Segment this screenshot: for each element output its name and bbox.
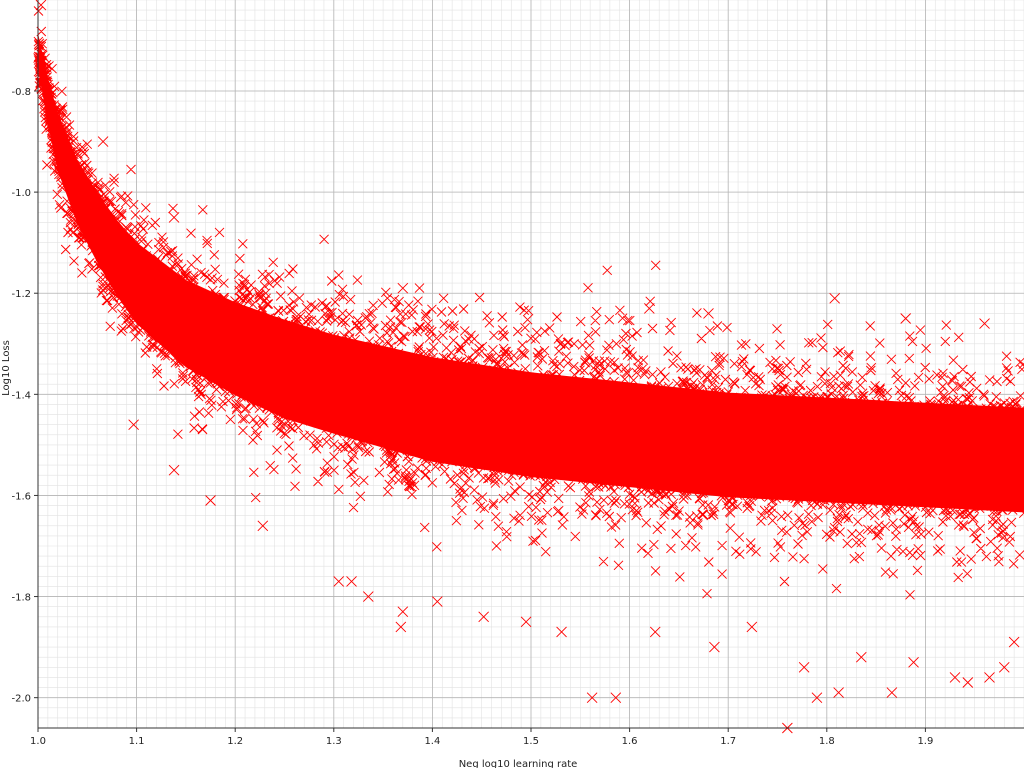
scatter-point: [644, 303, 655, 314]
scatter-point: [811, 692, 823, 703]
scatter-point: [949, 672, 961, 683]
x-tick-label: 1.4: [424, 736, 440, 747]
x-tick-label: 1.7: [720, 736, 736, 747]
scatter-point: [478, 611, 489, 623]
scatter-point: [798, 662, 810, 673]
scatter-density-core: [38, 33, 1024, 513]
x-tick-label: 1.3: [326, 736, 342, 747]
scatter-point: [1008, 636, 1020, 648]
scatter-point: [855, 651, 867, 663]
scatter-point: [168, 212, 180, 223]
x-tick-labels: 1.0 1.1 1.2 1.3 1.4 1.5 1.6 1.7 1.8 1.9: [30, 728, 933, 747]
x-tick-label: 1.6: [622, 736, 638, 747]
scatter-point: [610, 692, 622, 703]
scatter-point: [362, 591, 374, 602]
scatter-point: [998, 662, 1010, 673]
x-tick-label: 1.5: [523, 736, 539, 747]
x-axis-label: Neg log10 learning rate: [459, 759, 578, 768]
scatter-point: [709, 641, 720, 653]
scatter-point: [168, 464, 180, 476]
scatter-point: [833, 687, 844, 698]
x-tick-label: 1.1: [129, 736, 145, 747]
scatter-point: [257, 520, 269, 532]
scatter-point: [962, 677, 974, 688]
y-axis-label: Log10 Loss: [1, 340, 12, 396]
scatter-point: [979, 318, 990, 329]
scatter-point: [703, 308, 714, 319]
scatter-outliers: [35, 0, 1020, 734]
x-tick-label: 1.8: [819, 736, 835, 747]
scatter-point: [97, 136, 109, 147]
y-tick-label: -0.8: [11, 87, 31, 98]
scatter-point: [984, 672, 995, 683]
y-tick-label: -1.4: [11, 390, 31, 401]
scatter-point: [333, 576, 345, 587]
scatter-point: [395, 621, 407, 633]
x-tick-label: 1.0: [30, 736, 46, 747]
scatter-point: [586, 692, 598, 703]
y-tick-label: -2.0: [11, 694, 31, 705]
x-tick-label: 1.9: [917, 736, 933, 747]
scatter-point: [432, 596, 443, 607]
scatter-point: [829, 292, 841, 304]
scatter-point: [346, 576, 357, 587]
scatter-point: [908, 656, 919, 668]
y-tick-label: -1.2: [11, 289, 31, 300]
scatter-point: [397, 282, 409, 294]
scatter-points: [33, 6, 1024, 600]
scatter-point: [520, 616, 532, 628]
scatter-point: [128, 419, 139, 430]
scatter-point: [397, 606, 409, 618]
scatter-point: [900, 313, 911, 324]
scatter-point: [205, 495, 216, 506]
x-tick-label: 1.2: [227, 736, 243, 747]
y-tick-labels: -0.8 -1.0 -1.2 -1.4 -1.6 -1.8 -2.0: [11, 87, 38, 705]
y-tick-label: -1.8: [11, 593, 31, 604]
scatter-point: [649, 626, 661, 638]
y-tick-label: -1.0: [11, 188, 31, 199]
scatter-point: [746, 621, 758, 633]
scatter-point: [556, 626, 567, 638]
y-tick-label: -1.6: [11, 491, 31, 502]
scatter-point: [886, 687, 898, 698]
